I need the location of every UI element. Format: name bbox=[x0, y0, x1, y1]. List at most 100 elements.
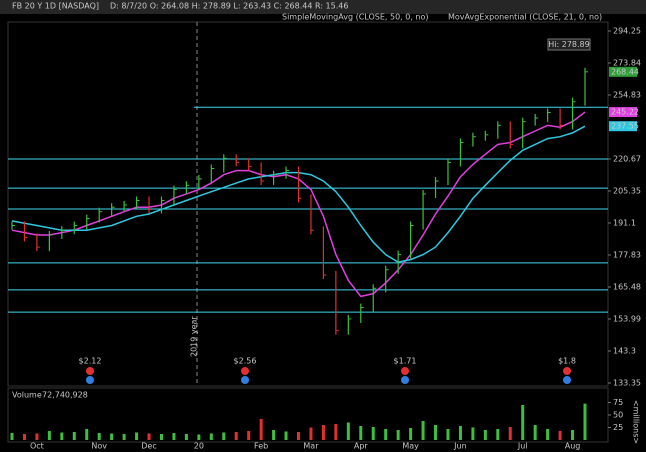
price-pane bbox=[7, 21, 609, 387]
y-tick-label: 165.48 bbox=[613, 282, 641, 291]
volume-bar bbox=[334, 424, 338, 440]
ema-legend: MovAvgExponential (CLOSE, 21, 0, no) bbox=[448, 13, 602, 22]
event-icon[interactable] bbox=[401, 376, 409, 384]
volume-bar bbox=[122, 434, 126, 440]
y-tick-label: 273.84 bbox=[613, 58, 641, 67]
volume-bar bbox=[458, 426, 462, 440]
volume-unit: <millions> bbox=[632, 400, 641, 444]
event-label[interactable]: $1.8 bbox=[558, 357, 576, 366]
symbol[interactable]: FB 20 Y 1D [NASDAQ] bbox=[12, 2, 99, 11]
volume-bar bbox=[97, 433, 101, 440]
hi-box bbox=[547, 38, 591, 51]
volume-bar bbox=[110, 433, 114, 440]
volume-bar bbox=[384, 429, 388, 440]
volume-bar bbox=[10, 433, 14, 440]
x-tick-label: Jul bbox=[517, 442, 528, 451]
hi-label: Hi: 278.89 bbox=[548, 40, 589, 49]
volume-bar bbox=[272, 430, 276, 440]
volume-bar bbox=[471, 427, 475, 440]
volume-bar bbox=[147, 433, 151, 440]
event-icon[interactable] bbox=[563, 376, 571, 384]
event-label[interactable]: $2.12 bbox=[79, 357, 102, 366]
volume-tick-label: 50 bbox=[613, 411, 623, 420]
price-tag bbox=[609, 66, 637, 77]
volume-bar bbox=[85, 429, 89, 440]
y-tick-label: 220.67 bbox=[613, 154, 641, 163]
event-icon[interactable] bbox=[241, 376, 249, 384]
volume-bar bbox=[135, 432, 139, 440]
y-tick-label: 143.3 bbox=[613, 346, 636, 355]
volume-bar bbox=[434, 425, 438, 440]
volume-bar bbox=[284, 431, 288, 440]
quote-bar bbox=[0, 14, 646, 22]
y-tick-label: 205.35 bbox=[613, 186, 641, 195]
event-icon[interactable] bbox=[563, 367, 571, 375]
volume-bar bbox=[371, 427, 375, 440]
volume-bar bbox=[533, 425, 537, 440]
volume-bar bbox=[346, 422, 350, 440]
volume-bar bbox=[234, 432, 238, 440]
event-icon[interactable] bbox=[241, 367, 249, 375]
x-tick-label: 20 bbox=[194, 442, 204, 451]
volume-bar bbox=[521, 405, 525, 440]
event-label[interactable]: $1.71 bbox=[394, 357, 417, 366]
volume-bar bbox=[359, 426, 363, 440]
price-tag-label: 245.22 bbox=[611, 108, 639, 117]
volume-value: 72,740,928 bbox=[42, 391, 88, 400]
event-icon[interactable] bbox=[401, 367, 409, 375]
x-tick-label: Nov bbox=[91, 442, 107, 451]
x-tick-label: Oct bbox=[30, 442, 44, 451]
y-tick-label: 294.25 bbox=[613, 27, 641, 36]
y-tick-label: 177.83 bbox=[613, 250, 641, 259]
volume-bar bbox=[259, 419, 263, 440]
volume-bar bbox=[72, 432, 76, 440]
volume-tick-label: 75 bbox=[613, 398, 623, 407]
price-tag bbox=[609, 107, 637, 118]
y-tick-label: 153.99 bbox=[613, 314, 641, 323]
x-tick-label: Aug bbox=[565, 442, 581, 451]
volume-bar bbox=[583, 403, 587, 440]
volume-bar bbox=[309, 427, 313, 440]
volume-bar bbox=[22, 434, 26, 440]
year-label: 2019 year bbox=[190, 316, 199, 357]
volume-tick-label: 25 bbox=[613, 423, 623, 432]
volume-bar bbox=[297, 432, 300, 440]
volume-bar bbox=[197, 434, 201, 440]
volume-bar bbox=[184, 434, 188, 440]
volume-bar bbox=[172, 433, 176, 440]
volume-bar bbox=[247, 431, 251, 440]
volume-bar bbox=[222, 432, 226, 440]
volume-bar bbox=[396, 430, 400, 440]
y-tick-label: 133.35 bbox=[613, 379, 641, 388]
volume-bar bbox=[496, 429, 500, 440]
volume-bar bbox=[446, 429, 450, 440]
price-tag bbox=[609, 121, 637, 132]
event-label[interactable]: $2.56 bbox=[234, 357, 257, 366]
volume-bar bbox=[47, 431, 51, 440]
x-tick-label: Jun bbox=[453, 442, 467, 451]
price-tag-label: 268.44 bbox=[611, 67, 639, 76]
price-tag-label: 237.55 bbox=[611, 122, 639, 131]
x-tick-label: Dec bbox=[141, 442, 156, 451]
y-tick-label: 191.1 bbox=[613, 218, 636, 227]
sma-legend: SimpleMovingAvg (CLOSE, 50, 0, no) bbox=[282, 13, 429, 22]
volume-bar bbox=[571, 430, 575, 440]
header-bar bbox=[0, 0, 646, 14]
event-icon[interactable] bbox=[86, 367, 94, 375]
x-tick-label: Feb bbox=[254, 442, 268, 451]
event-icon[interactable] bbox=[86, 376, 94, 384]
volume-bar bbox=[508, 427, 512, 440]
volume-bar bbox=[483, 430, 487, 440]
volume-bar bbox=[558, 431, 562, 440]
x-tick-label: May bbox=[402, 442, 419, 451]
volume-bar bbox=[159, 434, 163, 440]
volume-bar bbox=[409, 428, 413, 440]
x-tick-label: Mar bbox=[303, 442, 319, 451]
volume-bar bbox=[209, 433, 213, 440]
x-tick-label: Apr bbox=[354, 442, 369, 451]
quote: D: 8/7/20 O: 264.08 H: 278.89 L: 263.43 … bbox=[110, 2, 348, 11]
volume-bar bbox=[321, 425, 325, 440]
y-tick-label: 254.83 bbox=[613, 90, 641, 99]
